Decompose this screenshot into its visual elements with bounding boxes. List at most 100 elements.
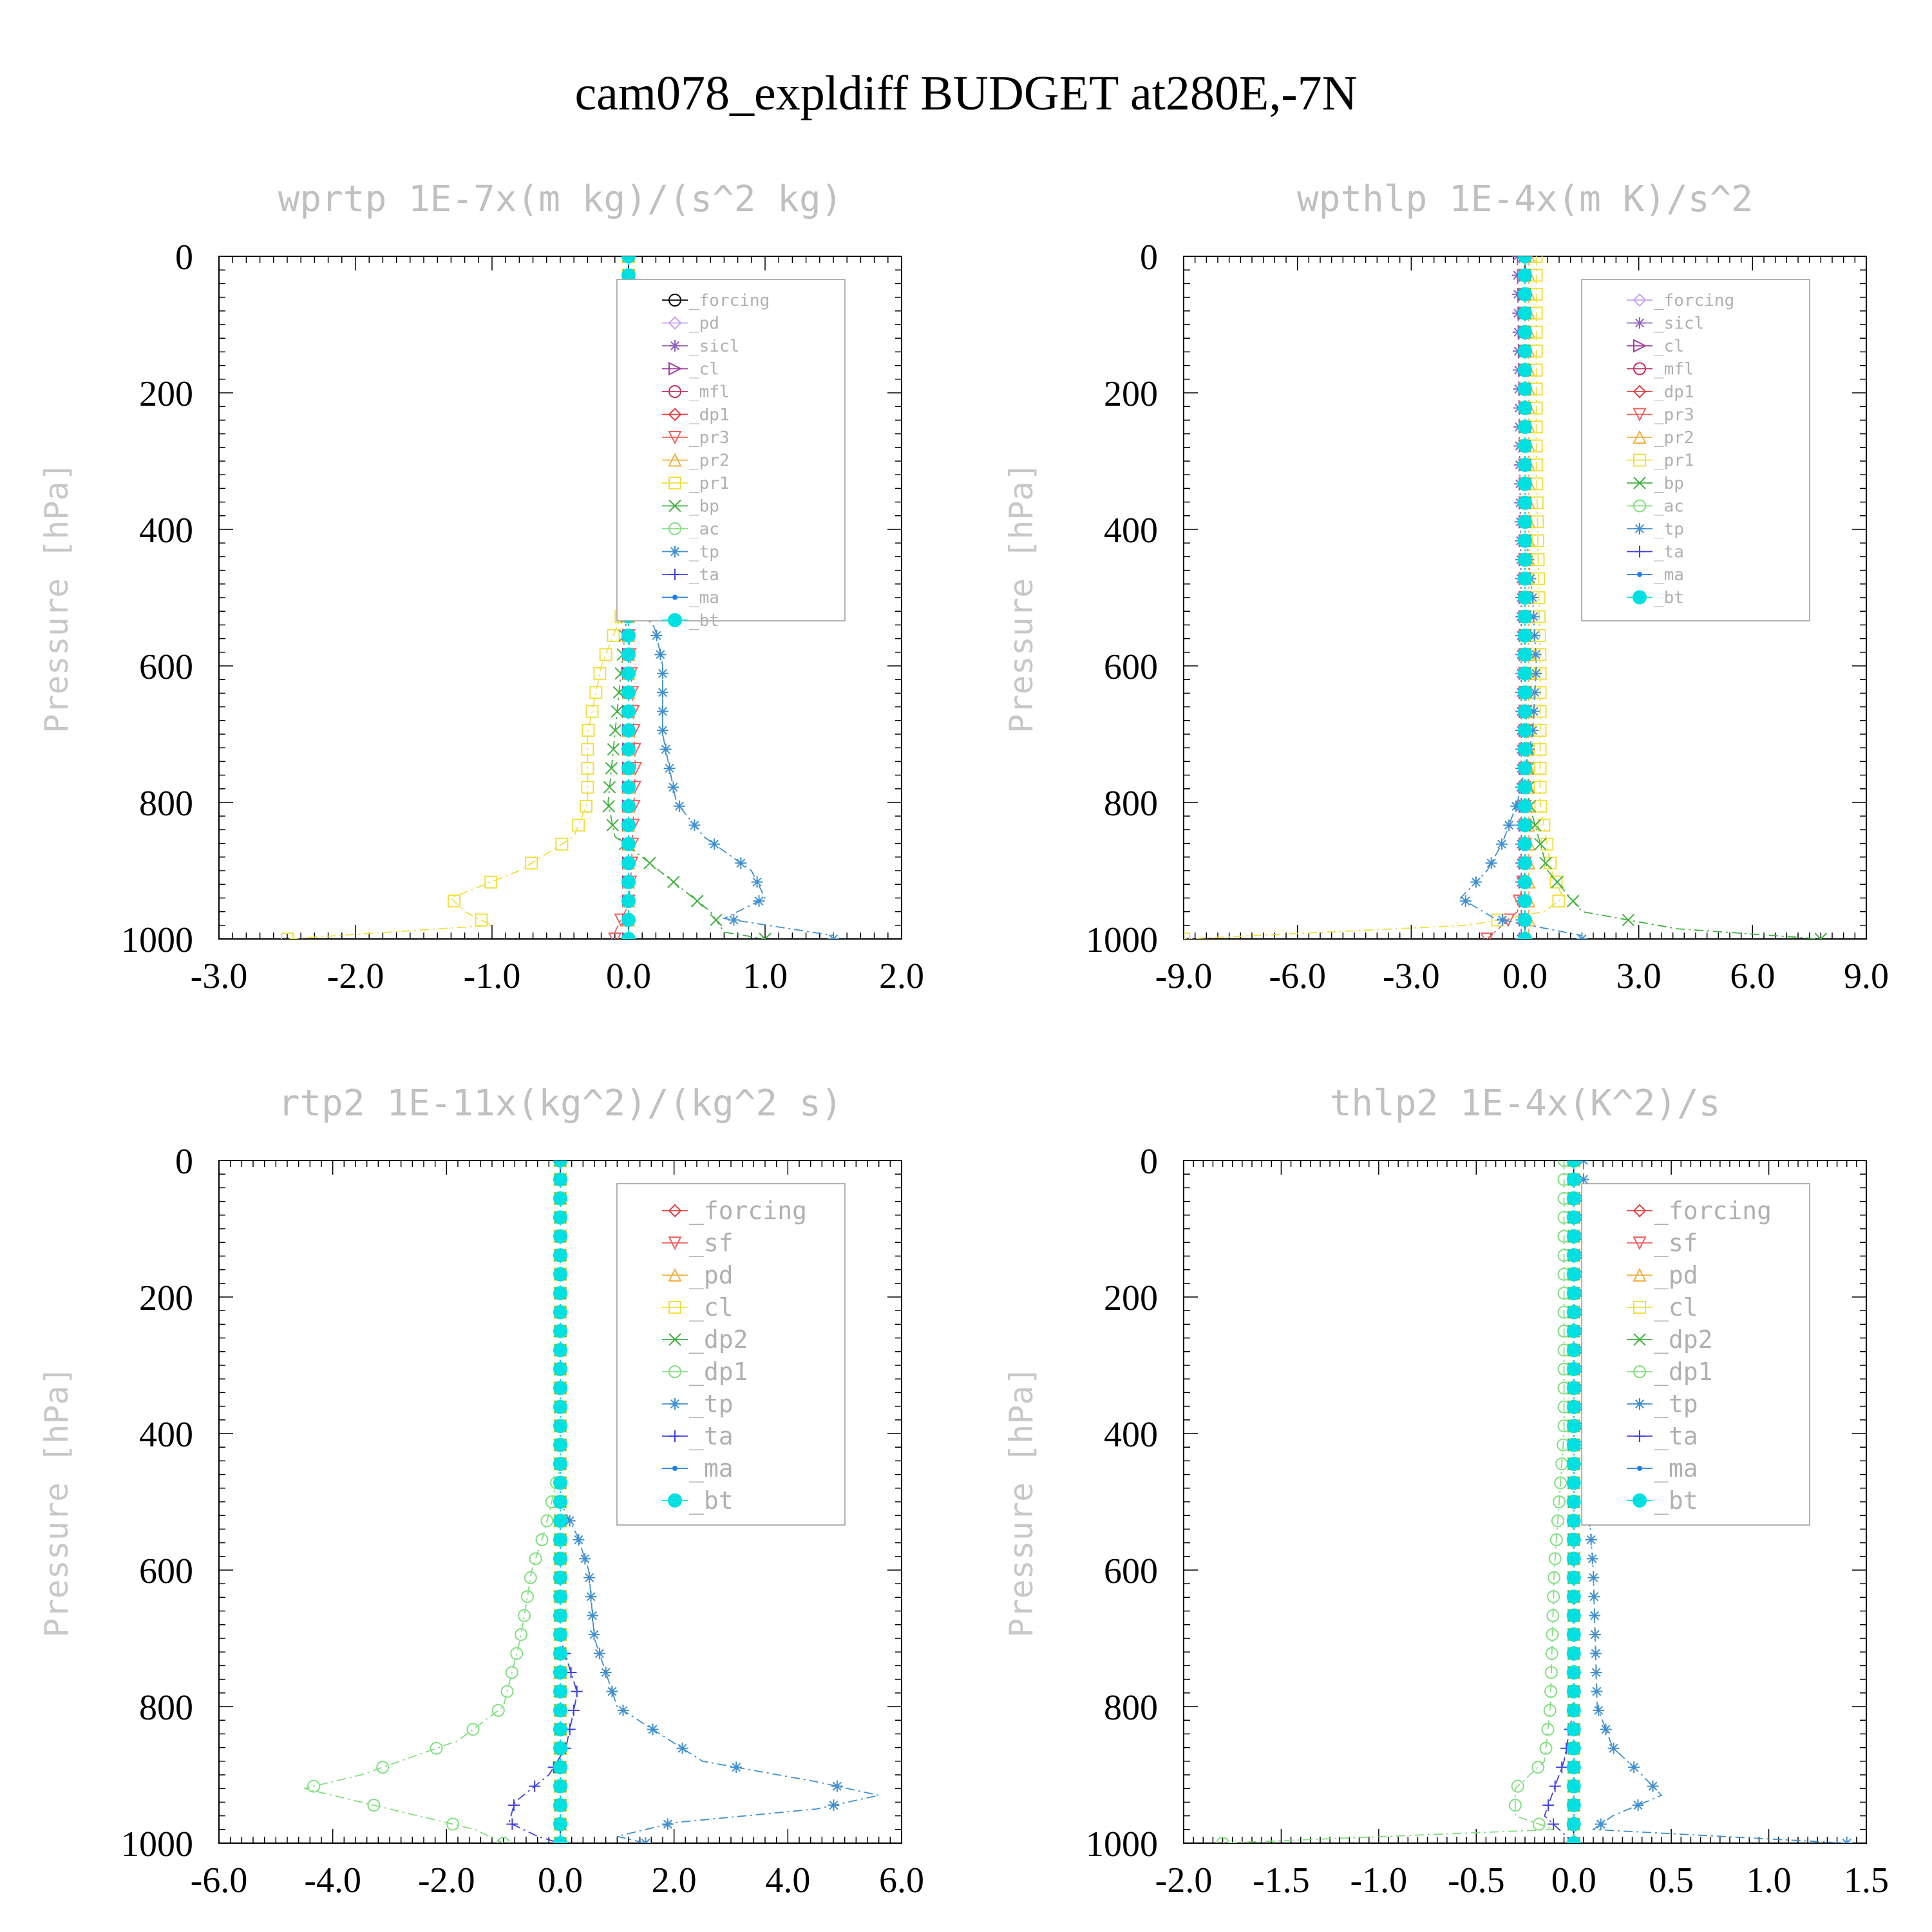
data-point [607, 629, 620, 642]
data-point [1547, 1590, 1560, 1604]
data-point [555, 837, 569, 851]
x-tick-label: 0.0 [606, 956, 651, 996]
data-point [1518, 401, 1532, 415]
legend-label: _ma [689, 1454, 734, 1483]
data-point [1566, 1495, 1581, 1509]
data-point [759, 933, 772, 939]
legend-label: _bt [1654, 589, 1684, 608]
data-point [690, 895, 704, 907]
y-tick-label: 0 [175, 1142, 193, 1182]
y-tick-label: 200 [139, 1278, 193, 1318]
data-point [1554, 1476, 1567, 1490]
data-point [1485, 857, 1497, 869]
data-point [1587, 1571, 1600, 1584]
data-point [553, 1551, 567, 1566]
series-bt [1518, 256, 1532, 939]
legend-label: _ma [689, 589, 719, 608]
legend-entry: _cl [662, 1293, 734, 1322]
data-point [1518, 344, 1532, 359]
legend-marker [668, 499, 681, 513]
data-point [1518, 704, 1532, 719]
data-point [1539, 1741, 1553, 1755]
data-point [753, 895, 765, 907]
legend-marker [1633, 453, 1646, 467]
legend-entry: _tp [662, 1390, 734, 1419]
data-point [621, 723, 636, 738]
data-point [281, 933, 294, 939]
legend-marker [1633, 430, 1647, 444]
data-point [524, 1571, 537, 1584]
data-point [1459, 895, 1472, 907]
y-tick-label: 400 [1104, 1415, 1158, 1455]
legend-label: _pd [689, 1261, 734, 1290]
data-point [553, 1475, 567, 1490]
legend-label: _ac [1654, 497, 1684, 516]
data-point [1546, 1609, 1560, 1622]
y-tick-label: 1000 [121, 1824, 193, 1864]
data-point [663, 762, 676, 774]
legend-marker [1633, 1267, 1647, 1282]
data-point [1566, 1722, 1581, 1737]
data-point [1566, 1760, 1581, 1775]
legend-entry: _pr3 [1627, 406, 1694, 425]
legend-marker [1634, 523, 1645, 535]
legend-entry: _ta [1627, 543, 1684, 562]
data-point [603, 781, 616, 794]
legend-marker [669, 340, 681, 352]
legend-marker [668, 408, 682, 421]
data-point [688, 819, 701, 831]
legend-marker [668, 1365, 681, 1378]
legend-label: _dp1 [689, 1358, 748, 1387]
data-point [1552, 895, 1566, 908]
data-point [1518, 913, 1532, 927]
data-point [1518, 591, 1532, 605]
series-line [614, 256, 636, 939]
data-point [657, 724, 668, 737]
data-point [1518, 571, 1532, 586]
legend-marker [1633, 339, 1647, 353]
panel-title: wpthlp 1E-4x(m K)/s^2 [1297, 178, 1753, 220]
legend-label: _pr1 [689, 474, 730, 493]
data-point [553, 1608, 567, 1623]
legend-entry: _dp1 [662, 1358, 748, 1387]
legend-label: _tp [1654, 1390, 1698, 1419]
data-point [1566, 1741, 1581, 1756]
data-point [588, 1629, 600, 1641]
legend-marker [668, 431, 682, 445]
data-point [1518, 932, 1532, 939]
data-point [553, 1172, 567, 1187]
legend-marker [668, 361, 683, 376]
data-point [831, 1780, 843, 1792]
data-point [553, 1160, 567, 1168]
series-line [508, 1160, 578, 1843]
data-point [1518, 799, 1532, 813]
data-point [1518, 515, 1532, 529]
data-point [1551, 1514, 1564, 1528]
x-tick-label: 4.0 [765, 1861, 810, 1900]
legend-label: _cl [689, 1293, 734, 1322]
data-point [553, 1532, 567, 1547]
data-point [1537, 819, 1551, 832]
data-point [1566, 1798, 1581, 1813]
data-point [1566, 1286, 1581, 1301]
data-point [535, 1533, 549, 1546]
legend-label: _bt [689, 611, 719, 630]
data-point [1566, 1361, 1581, 1376]
y-tick-label: 600 [139, 647, 193, 687]
y-tick-label: 600 [139, 1551, 193, 1591]
x-tick-label: -2.0 [327, 956, 384, 996]
data-point [1496, 838, 1508, 850]
legend: _forcing _sf _pd _cl _dp2 _dp1 _tp _ta _ma _bt [616, 1183, 846, 1526]
x-tick-label: -1.5 [1253, 1861, 1310, 1900]
data-point [1566, 895, 1580, 907]
data-point [1595, 1818, 1607, 1830]
data-point [1518, 363, 1532, 377]
data-point [553, 1457, 567, 1472]
legend-marker [668, 1204, 682, 1218]
data-point [515, 1628, 528, 1642]
x-tick-label: -2.0 [418, 1861, 475, 1900]
legend-entry: _forcing [1627, 1197, 1772, 1226]
data-point [1528, 819, 1542, 832]
x-tick-label: 0.0 [538, 1861, 583, 1900]
data-point [1518, 647, 1532, 662]
